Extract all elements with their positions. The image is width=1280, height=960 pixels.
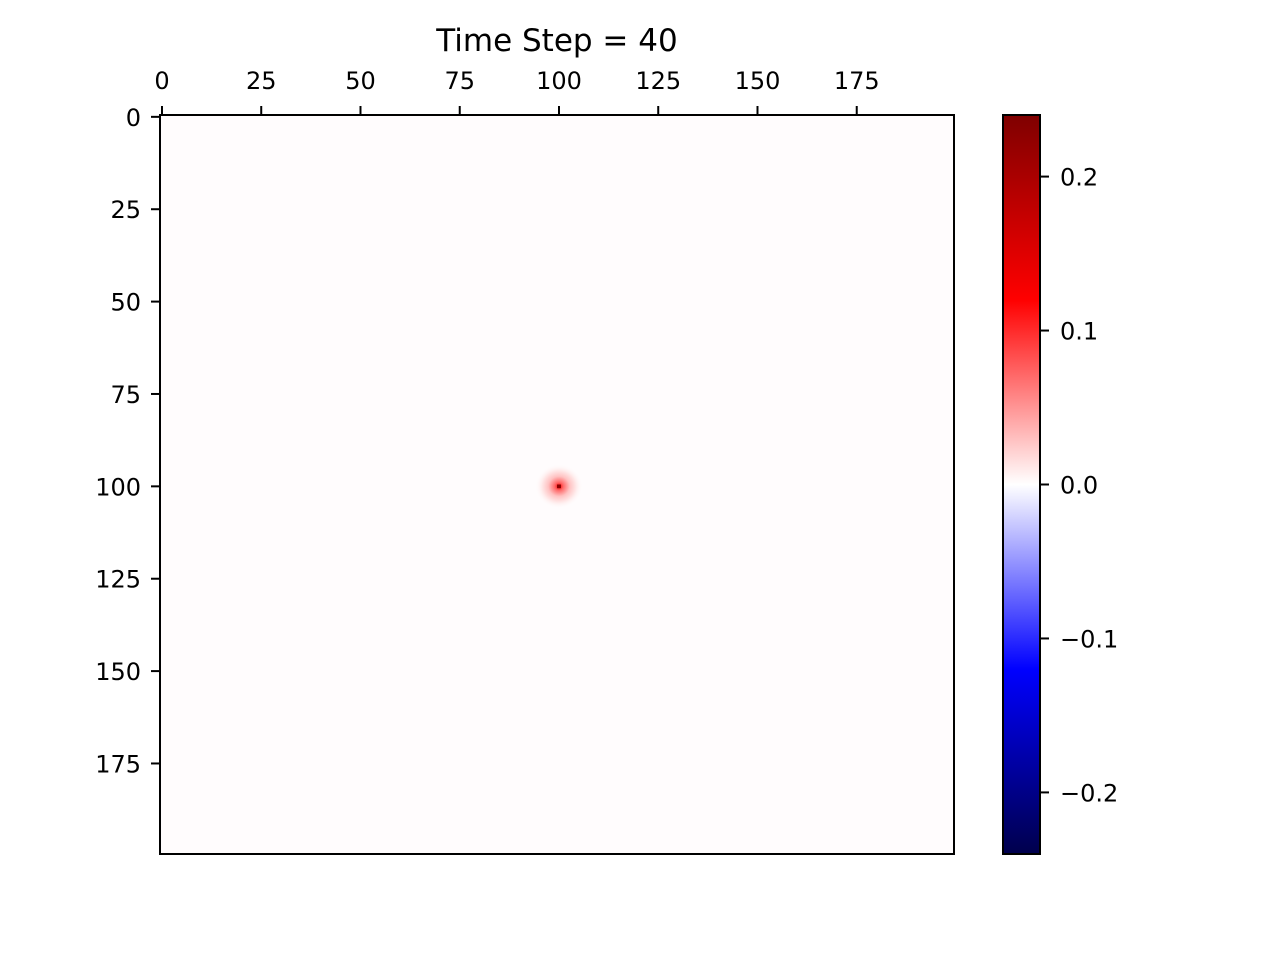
peak-cell bbox=[557, 484, 561, 489]
chart-title: Time Step = 40 bbox=[435, 23, 677, 59]
colorbar: 0.2 0.1 0.0 −0.1 −0.2 bbox=[1002, 114, 1118, 855]
x-tick-label: 125 bbox=[635, 67, 681, 95]
x-axis-top: 0 25 50 75 100 125 150 175 bbox=[154, 67, 880, 115]
x-tick-label: 0 bbox=[154, 67, 169, 95]
colorbar-tick-label: 0.1 bbox=[1060, 318, 1098, 346]
plot-frame bbox=[159, 114, 955, 855]
x-tick-label: 75 bbox=[444, 67, 475, 95]
y-tick-label: 0 bbox=[126, 104, 141, 132]
y-tick-label: 125 bbox=[95, 566, 141, 594]
x-tick-label: 25 bbox=[246, 67, 277, 95]
colorbar-fill bbox=[1003, 115, 1040, 854]
heatmap-area bbox=[159, 114, 955, 855]
y-tick-label: 75 bbox=[110, 381, 141, 409]
colorbar-ticks: 0.2 0.1 0.0 −0.1 −0.2 bbox=[1040, 164, 1118, 807]
y-tick-label: 175 bbox=[95, 750, 141, 778]
colorbar-tick-label: −0.2 bbox=[1060, 779, 1118, 807]
x-tick-label: 175 bbox=[834, 67, 880, 95]
y-tick-label: 50 bbox=[110, 289, 141, 317]
y-tick-label: 25 bbox=[110, 196, 141, 224]
y-tick-label: 150 bbox=[95, 658, 141, 686]
y-axis-left: 0 25 50 75 100 125 150 175 bbox=[95, 104, 160, 778]
y-tick-label: 100 bbox=[95, 473, 141, 501]
x-tick-label: 100 bbox=[536, 67, 582, 95]
x-tick-label: 150 bbox=[735, 67, 781, 95]
colorbar-tick-label: 0.0 bbox=[1060, 472, 1098, 500]
colorbar-tick-label: 0.2 bbox=[1060, 164, 1098, 192]
x-tick-label: 50 bbox=[345, 67, 376, 95]
colorbar-tick-label: −0.1 bbox=[1060, 625, 1118, 653]
peak-layer bbox=[535, 464, 583, 509]
